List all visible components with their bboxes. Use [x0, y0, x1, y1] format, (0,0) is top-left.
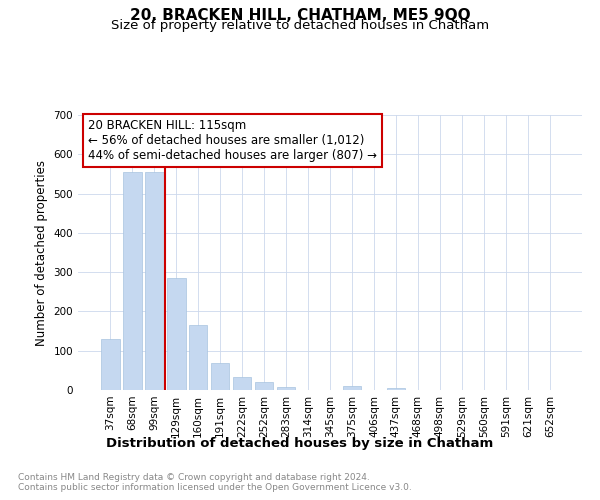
Text: Distribution of detached houses by size in Chatham: Distribution of detached houses by size … — [106, 438, 494, 450]
Bar — [123, 172, 142, 390]
Bar — [211, 362, 229, 390]
Bar — [189, 325, 208, 390]
Bar — [255, 382, 274, 390]
Bar — [386, 388, 405, 390]
Bar — [233, 377, 251, 390]
Text: 20 BRACKEN HILL: 115sqm
← 56% of detached houses are smaller (1,012)
44% of semi: 20 BRACKEN HILL: 115sqm ← 56% of detache… — [88, 119, 377, 162]
Text: Contains HM Land Registry data © Crown copyright and database right 2024.
Contai: Contains HM Land Registry data © Crown c… — [18, 472, 412, 492]
Bar — [167, 278, 185, 390]
Bar — [145, 172, 164, 390]
Text: Size of property relative to detached houses in Chatham: Size of property relative to detached ho… — [111, 19, 489, 32]
Y-axis label: Number of detached properties: Number of detached properties — [35, 160, 48, 346]
Bar — [277, 387, 295, 390]
Bar — [101, 339, 119, 390]
Bar — [343, 386, 361, 390]
Text: 20, BRACKEN HILL, CHATHAM, ME5 9QQ: 20, BRACKEN HILL, CHATHAM, ME5 9QQ — [130, 8, 470, 22]
